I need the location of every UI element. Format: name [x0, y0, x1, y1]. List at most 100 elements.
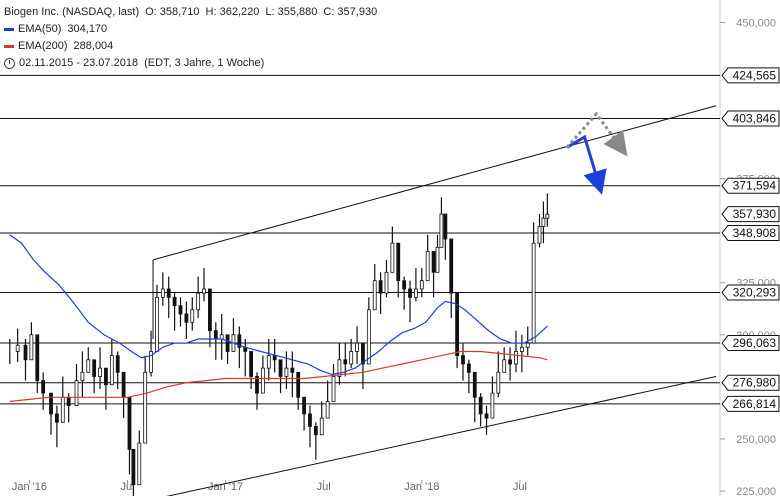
- price-candle: [237, 334, 242, 348]
- x-tick-label: Jul: [513, 481, 527, 493]
- price-candle: [15, 344, 20, 352]
- level-label: 403,846: [733, 112, 777, 126]
- price-candle: [439, 213, 444, 248]
- channel-line: [166, 375, 717, 496]
- price-candle: [408, 288, 412, 298]
- level-label-box: [721, 395, 780, 412]
- legend-ema50-row: EMA(50) 304,170: [4, 21, 377, 38]
- legend-title: Biogen Inc. (NASDAQ, last): [4, 6, 140, 18]
- price-candle: [35, 334, 40, 382]
- level-label: 348,908: [733, 226, 777, 240]
- price-candle: [166, 288, 171, 298]
- price-candle: [384, 271, 389, 294]
- price-candle: [115, 355, 120, 373]
- price-candle: [343, 359, 348, 365]
- price-candle: [225, 334, 230, 352]
- price-candle: [325, 401, 330, 419]
- price-candle: [302, 396, 306, 415]
- x-tick-label: Jan '18: [404, 481, 439, 493]
- legend-period-row: 02.11.2015 - 23.07.2018 (EDT, 3 Jahre, 1…: [4, 55, 377, 72]
- price-candle: [60, 396, 65, 423]
- price-candle: [98, 367, 102, 377]
- x-tick-label: Jan '16: [12, 481, 47, 493]
- level-label-box: [721, 67, 780, 84]
- price-candle: [419, 280, 424, 290]
- price-candle: [54, 413, 59, 423]
- price-candle: [172, 296, 177, 307]
- price-candle: [484, 413, 489, 419]
- x-tick-label: Jan '17: [208, 481, 243, 493]
- x-tick-label: Jul: [120, 481, 134, 493]
- price-candle: [143, 371, 148, 444]
- price-candle: [137, 442, 142, 486]
- price-candle: [308, 413, 312, 427]
- price-candle: [455, 292, 460, 357]
- legend-high: H: 362,220: [205, 6, 260, 18]
- price-candle: [355, 342, 359, 352]
- price-candle: [531, 242, 536, 344]
- price-candle: [425, 251, 430, 282]
- price-candle: [29, 334, 34, 361]
- price-candle: [519, 346, 524, 352]
- legend-period: 02.11.2015 - 23.07.2018: [19, 57, 139, 69]
- price-candle: [208, 288, 212, 332]
- ema50-swatch: [4, 28, 14, 31]
- x-tick-label: Jul: [317, 481, 331, 493]
- price-candle: [121, 371, 126, 398]
- legend-settings: (EDT, 3 Jahre, 1 Woche): [144, 57, 265, 69]
- price-candle: [396, 242, 401, 282]
- ema200-label: EMA(200): [18, 40, 68, 52]
- price-candle: [443, 213, 448, 240]
- ema50-line: [9, 234, 548, 376]
- price-candle: [219, 334, 224, 340]
- level-label: 371,594: [733, 179, 777, 193]
- y-tick-label: 250,000: [736, 434, 776, 446]
- price-candle: [155, 296, 159, 352]
- price-candle: [131, 448, 136, 486]
- price-candle: [402, 280, 407, 290]
- ema50-value: 304,170: [67, 23, 108, 35]
- price-candle: [431, 251, 436, 273]
- price-candle: [272, 355, 277, 361]
- price-candle: [278, 359, 283, 377]
- channel-line: [152, 105, 717, 261]
- price-candle: [449, 238, 454, 294]
- price-candle: [86, 359, 91, 373]
- level-label-box: [721, 224, 780, 241]
- ema200-value: 288,004: [73, 40, 114, 52]
- price-candle: [378, 280, 383, 294]
- price-candle: [213, 330, 218, 340]
- legend-title-row: Biogen Inc. (NASDAQ, last) O: 358,710 H:…: [4, 4, 377, 21]
- price-candle: [92, 359, 97, 377]
- price-candle: [372, 280, 377, 311]
- price-candle: [296, 371, 301, 398]
- price-candle: [313, 426, 318, 436]
- chart-legend: Biogen Inc. (NASDAQ, last) O: 358,710 H:…: [4, 4, 377, 72]
- price-candle: [461, 355, 465, 365]
- price-candle: [525, 342, 530, 348]
- projection-arrow-blue: [566, 134, 607, 195]
- y-tick-label: 450,000: [736, 17, 776, 29]
- price-candle: [472, 371, 477, 398]
- price-candle: [202, 288, 206, 294]
- price-candle: [74, 380, 79, 407]
- price-candle: [514, 351, 518, 365]
- price-candle: [184, 313, 189, 323]
- price-candle: [319, 417, 324, 436]
- legend-close: C: 357,930: [323, 6, 378, 18]
- price-candle: [496, 371, 501, 394]
- price-candle: [266, 355, 271, 369]
- ema200-swatch: [4, 45, 14, 48]
- price-candle: [49, 392, 53, 415]
- level-label: 276,980: [733, 376, 777, 390]
- price-candle: [545, 213, 550, 219]
- price-candle: [466, 363, 471, 373]
- projection-arrow-gray: [565, 111, 628, 157]
- price-candle: [127, 396, 132, 450]
- price-candle: [284, 367, 289, 377]
- price-candle: [80, 371, 85, 382]
- level-label-box: [721, 335, 780, 352]
- price-candle: [196, 292, 201, 311]
- price-candle: [390, 242, 395, 273]
- price-candle: [337, 359, 342, 377]
